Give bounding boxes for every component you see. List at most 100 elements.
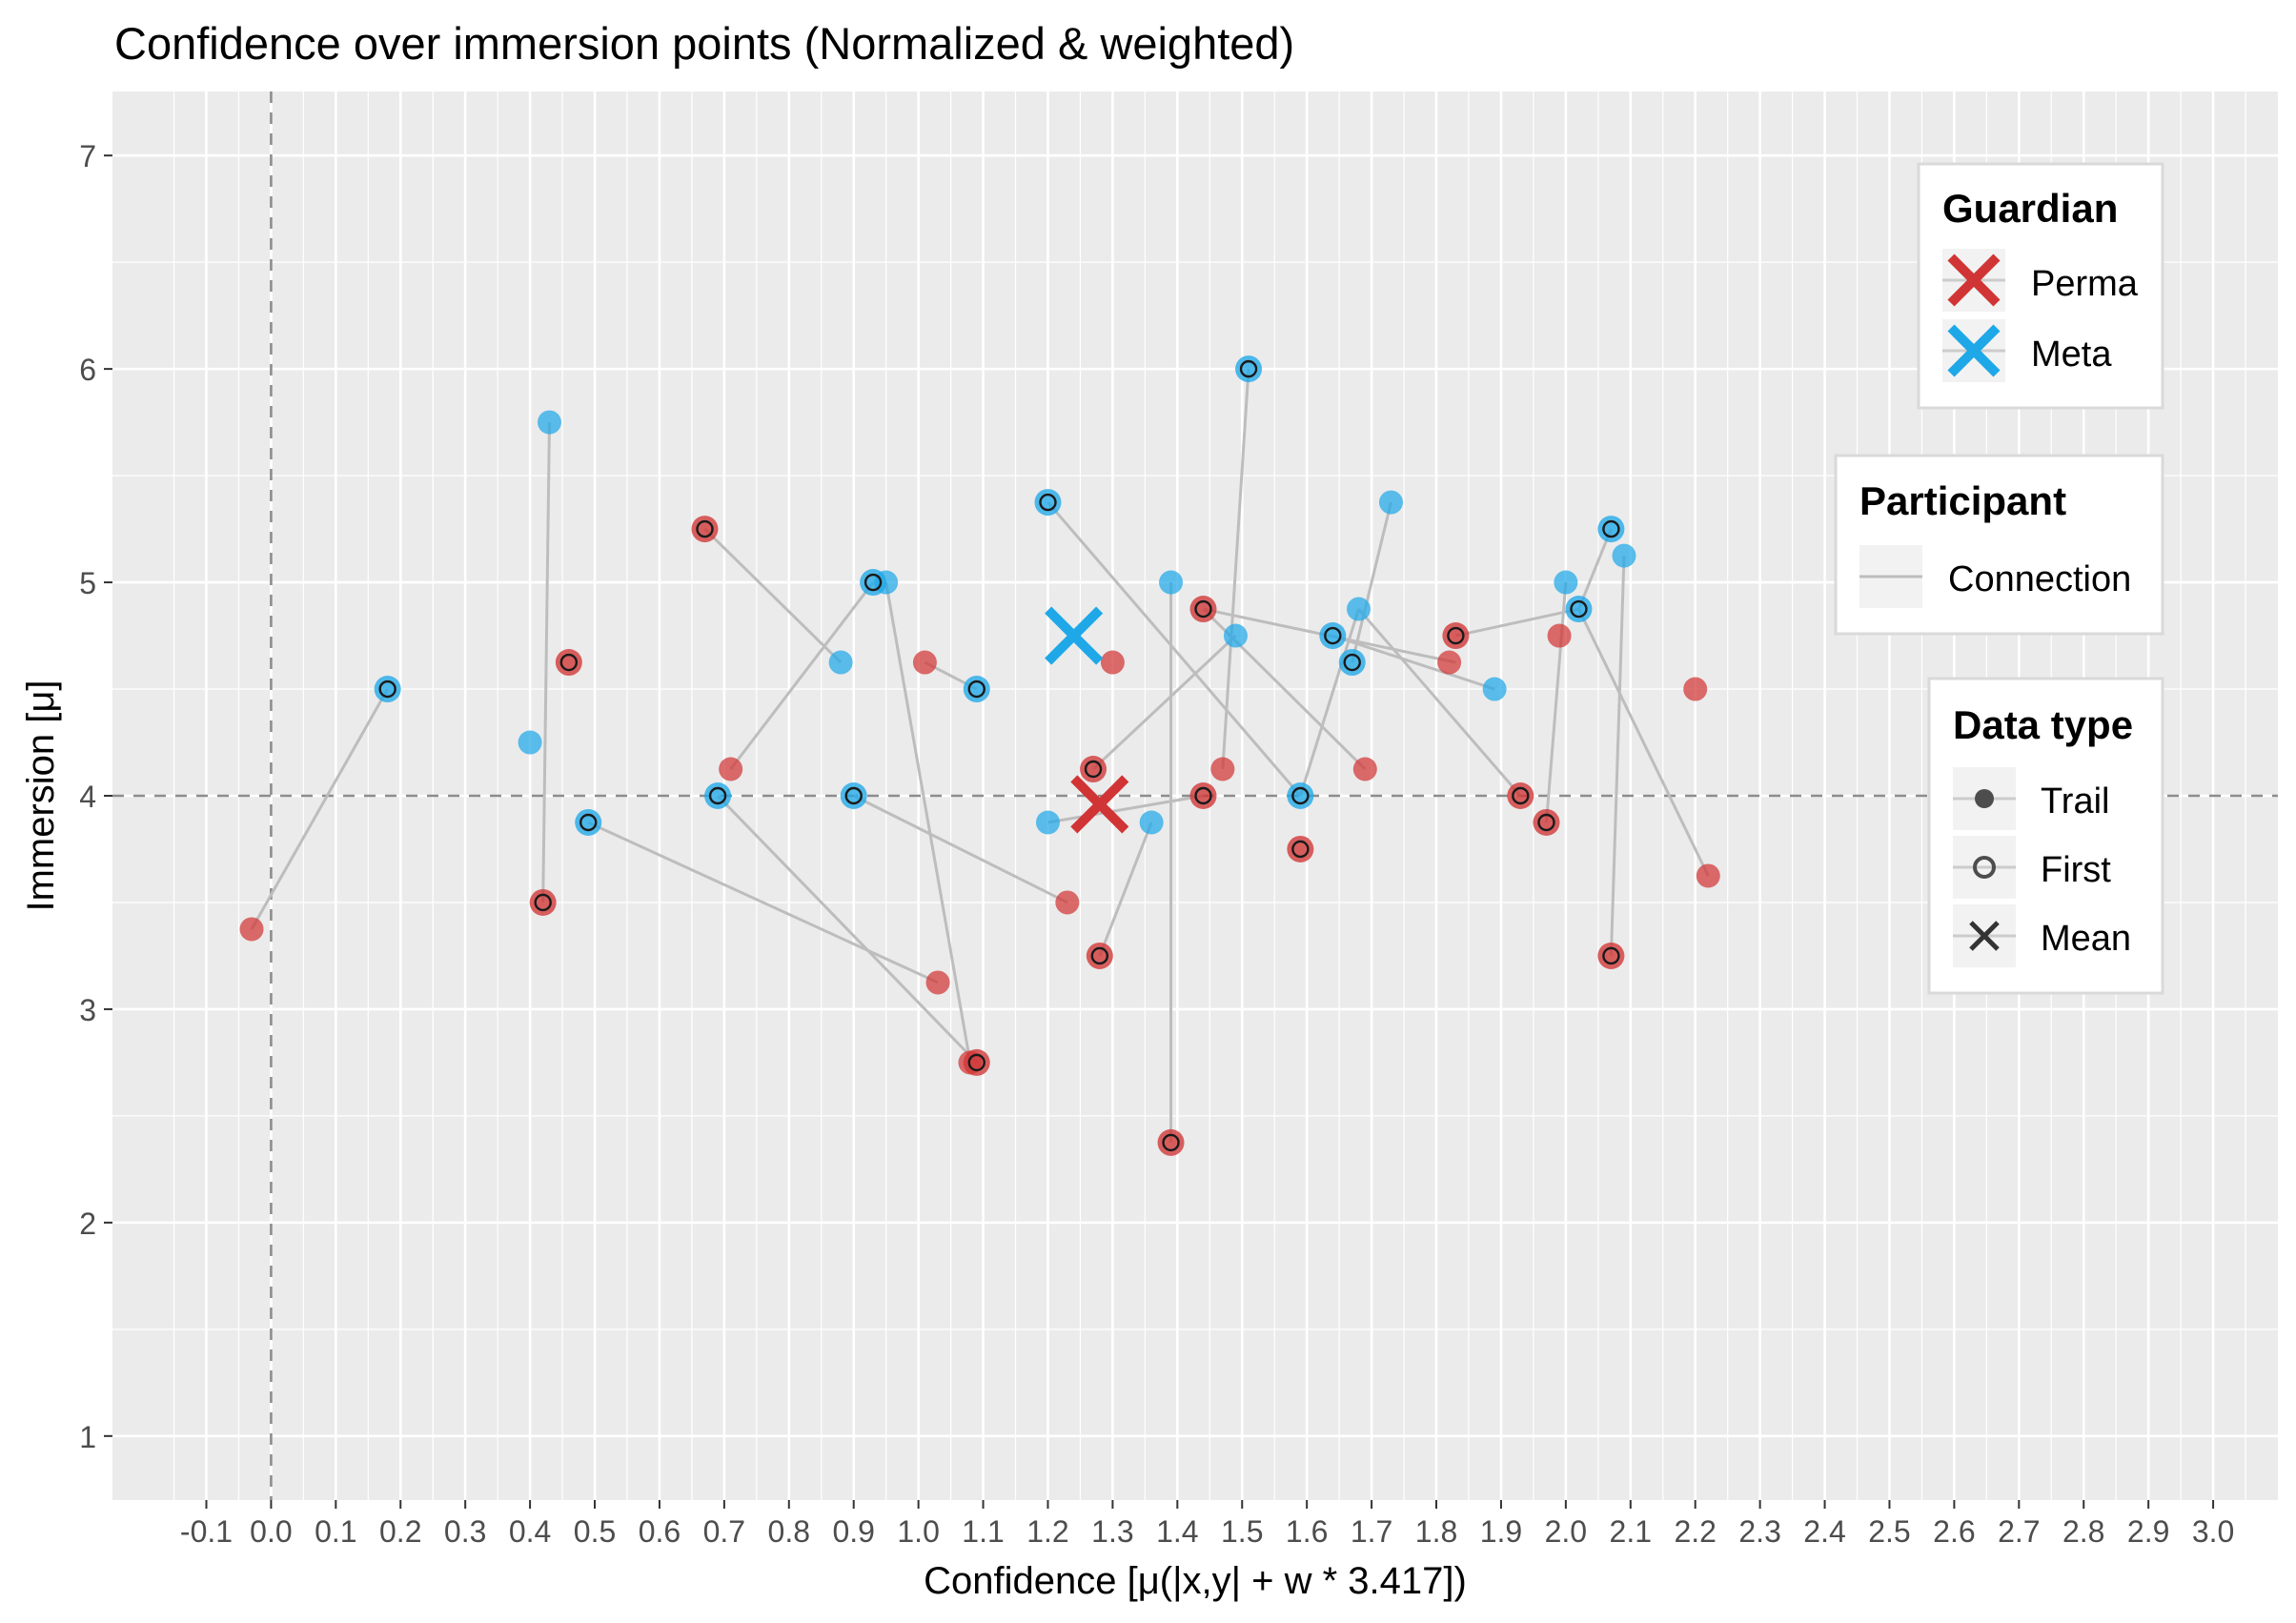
legend-guardian: Guardian Perma Meta [1917, 162, 2164, 410]
meta-first-point [1597, 516, 1625, 543]
perma-first-point [963, 1048, 990, 1076]
meta-first-point-ring [1039, 493, 1057, 512]
connection-line [541, 422, 551, 903]
x-tick-label: 2.0 [1545, 1514, 1587, 1549]
x-tick-label: 0.0 [250, 1514, 292, 1549]
meta-first-point [704, 782, 732, 809]
x-tick-label: 0.2 [379, 1514, 421, 1549]
perma-first-point-ring [1512, 786, 1530, 805]
x-tick-label: 1.7 [1351, 1514, 1392, 1549]
x-tick-label: 2.3 [1738, 1514, 1780, 1549]
legend-data-type-title: Data type [1953, 702, 2133, 747]
meta-first-point [1338, 649, 1366, 677]
perma-first-point [529, 888, 557, 916]
perma-mean-mark [1070, 775, 1129, 834]
meta-trail-point [1347, 597, 1372, 621]
mean-marks [1045, 606, 1129, 834]
connection-lines [250, 369, 1710, 1143]
meta-trail-point [1612, 543, 1636, 568]
perma-first-point-ring [696, 519, 714, 538]
y-tick-label: 2 [79, 1207, 96, 1241]
meta-first-point [1565, 596, 1593, 623]
connection-line [587, 821, 939, 984]
connection-line [1455, 607, 1579, 638]
meta-trail-point [1482, 677, 1507, 701]
chart-title: Confidence over immersion points (Normal… [114, 18, 1294, 69]
meta-first-point-ring [864, 573, 883, 592]
perma-first-point-ring [1194, 786, 1212, 805]
meta-first-point-ring [708, 786, 727, 805]
x-tick-label: 2.4 [1803, 1514, 1845, 1549]
perma-trail-point [1352, 757, 1377, 781]
perma-first-point-ring [1602, 946, 1620, 965]
x-tick-label: 0.9 [832, 1514, 874, 1549]
perma-first-point-ring [1291, 840, 1310, 859]
meta-trail-point [1035, 810, 1060, 835]
legend-first-key [1973, 856, 1996, 879]
perma-trail-point [912, 650, 937, 675]
meta-first-point-ring [1570, 599, 1588, 619]
x-tick-label: 1.6 [1286, 1514, 1328, 1549]
y-tick-label: 4 [79, 780, 96, 814]
perma-first-point-ring [1537, 813, 1555, 832]
x-tick-label: 2.9 [2127, 1514, 2169, 1549]
x-tick-label: 2.5 [1868, 1514, 1910, 1549]
meta-first-point-ring [1602, 519, 1620, 538]
meta-first-point [1287, 782, 1314, 809]
meta-first-point [1034, 489, 1062, 517]
legend-data-type: Data type Trail First Mean [1927, 677, 2164, 995]
legend-trail-key [1975, 789, 1994, 808]
connection-line [1351, 501, 1392, 663]
meta-trail-point [1554, 570, 1578, 595]
connection-line [1577, 528, 1613, 610]
perma-trail-point [1210, 757, 1235, 781]
meta-trail-point [518, 730, 542, 755]
meta-trail-point [828, 650, 853, 675]
connection-line [884, 581, 972, 1064]
connection-line [1047, 794, 1204, 824]
x-tick-label: 1.3 [1091, 1514, 1133, 1549]
connection-line [1609, 556, 1626, 957]
meta-mean-mark [1045, 606, 1104, 665]
connection-line [1091, 634, 1237, 771]
perma-trail-point [925, 970, 950, 995]
x-tick-label: 0.3 [444, 1514, 486, 1549]
perma-first-point [1189, 596, 1217, 623]
y-tick-label: 1 [79, 1420, 96, 1454]
meta-first-point-ring [1343, 653, 1361, 672]
legend-trail-label: Trail [2041, 781, 2109, 822]
legend-guardian-title: Guardian [1942, 186, 2118, 231]
legend-participant: Participant Connection [1834, 454, 2164, 636]
x-tick-label: 2.1 [1610, 1514, 1652, 1549]
x-tick-label: 1.1 [962, 1514, 1004, 1549]
perma-trail-point [1437, 650, 1462, 675]
legend-meta-key [1947, 324, 2001, 377]
perma-trail-point [1547, 623, 1572, 648]
meta-trail-point [1223, 623, 1248, 648]
connection-line [1544, 581, 1568, 823]
x-tick-label: 3.0 [2192, 1514, 2234, 1549]
legend-mean-label: Mean [2041, 919, 2131, 959]
perma-first-point [1287, 835, 1314, 862]
perma-first-point-ring [559, 653, 579, 672]
meta-first-point-ring [1324, 626, 1342, 645]
perma-first-point [1533, 808, 1560, 836]
perma-first-point [1189, 782, 1217, 809]
x-tick-label: 0.1 [315, 1514, 356, 1549]
perma-first-point [1086, 942, 1113, 969]
perma-first-point-ring [1447, 626, 1465, 645]
legend-meta-label: Meta [2031, 335, 2112, 375]
connection-line [250, 688, 389, 930]
meta-trail-point [537, 410, 561, 435]
perma-first-point [1442, 622, 1470, 650]
meta-first-point [374, 676, 401, 703]
x-tick-label: 1.9 [1480, 1514, 1522, 1549]
x-tick-label: 1.0 [897, 1514, 939, 1549]
meta-trail-point [1378, 490, 1403, 515]
connection-line [1221, 369, 1250, 770]
perma-first-point-ring [534, 893, 552, 912]
perma-first-point [1080, 756, 1107, 783]
meta-trail-point [1139, 810, 1164, 835]
connection-line [1577, 608, 1710, 877]
